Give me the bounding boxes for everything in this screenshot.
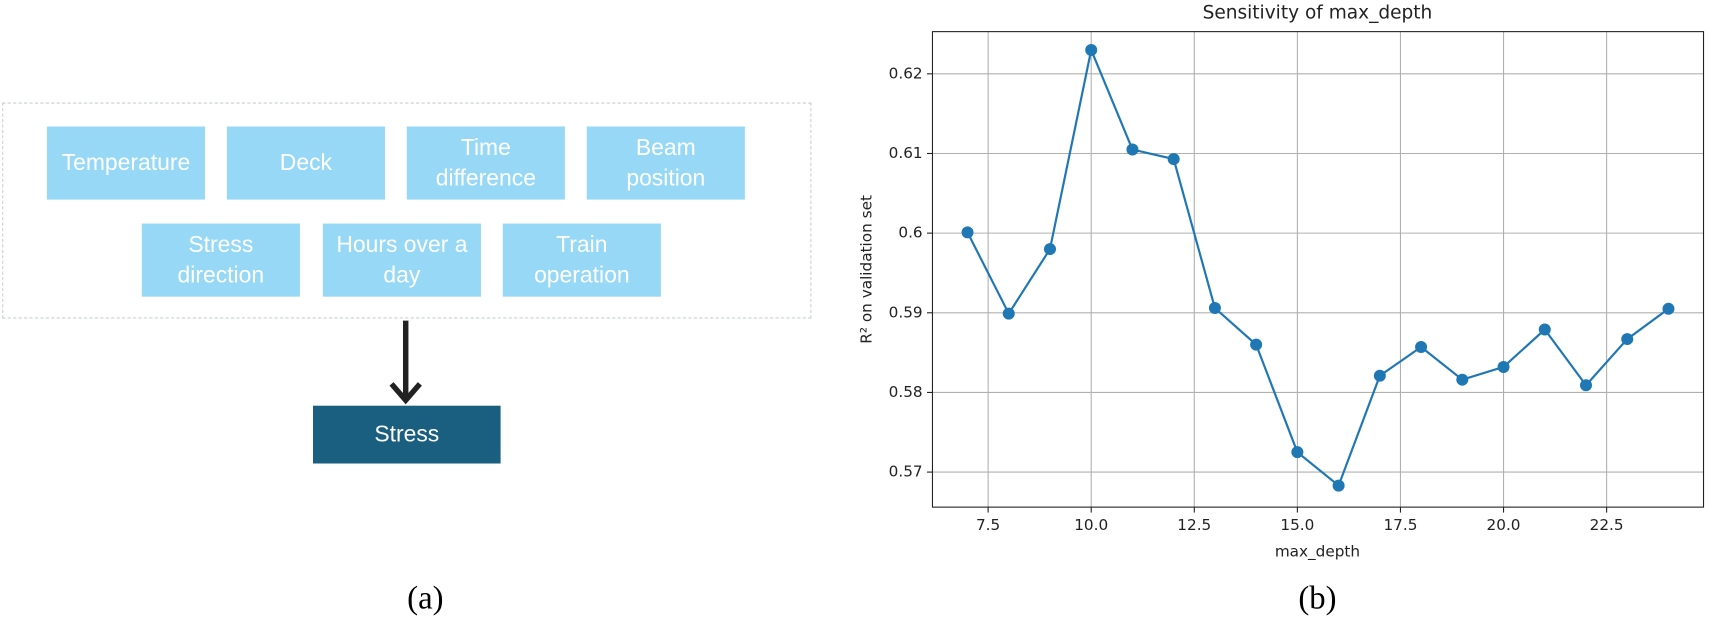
y-tick-label: 0.61 — [889, 144, 923, 162]
input-node: Time difference — [406, 126, 565, 200]
y-axis-label: R² on validation set — [858, 195, 876, 344]
x-tick-label: 22.5 — [1590, 516, 1624, 534]
caption: (a) — [407, 580, 444, 617]
data-point — [1538, 323, 1551, 336]
data-point — [1043, 243, 1056, 256]
data-point — [1291, 446, 1304, 459]
input-node: Stress direction — [141, 223, 300, 297]
y-tick-label: 0.57 — [889, 463, 923, 481]
y-tick-label: 0.58 — [889, 383, 923, 401]
x-tick-label: 7.5 — [976, 516, 1000, 534]
x-tick-label: 15.0 — [1280, 516, 1314, 534]
data-point — [1250, 338, 1263, 351]
data-point — [1002, 307, 1015, 320]
data-point — [1580, 379, 1593, 392]
data-point — [1085, 43, 1098, 56]
data-point — [1415, 341, 1428, 354]
data-point — [961, 226, 974, 239]
input-node: Deck — [226, 126, 385, 200]
chart-title: Sensitivity of max_depth — [1203, 3, 1433, 24]
arrow-head — [389, 382, 422, 405]
y-tick-label: 0.59 — [889, 303, 923, 321]
data-point — [1497, 360, 1510, 373]
x-tick-label: 12.5 — [1177, 516, 1211, 534]
output-node: Stress — [313, 405, 501, 464]
x-axis-label: max_depth — [1275, 542, 1360, 561]
y-tick-label: 0.6 — [898, 224, 922, 242]
data-point — [1208, 302, 1221, 315]
data-point — [1126, 143, 1139, 156]
data-point — [1662, 302, 1675, 315]
data-line — [966, 46, 1670, 488]
data-point — [1332, 479, 1345, 492]
input-group-frame — [2, 102, 812, 319]
data-point — [1167, 153, 1180, 166]
input-node: Temperature — [46, 126, 206, 200]
x-tick-label: 17.5 — [1383, 516, 1417, 534]
plot-frame — [931, 31, 1705, 508]
data-point — [1456, 373, 1469, 386]
caption: (b) — [1298, 580, 1337, 617]
input-node: Beam position — [586, 126, 745, 200]
input-node: Train operation — [502, 223, 661, 297]
data-point — [1621, 333, 1634, 346]
input-node: Hours over a day — [322, 223, 481, 297]
x-tick-label: 20.0 — [1487, 516, 1521, 534]
x-tick-label: 10.0 — [1074, 516, 1108, 534]
data-point — [1373, 369, 1386, 382]
y-tick-label: 0.62 — [889, 64, 923, 82]
